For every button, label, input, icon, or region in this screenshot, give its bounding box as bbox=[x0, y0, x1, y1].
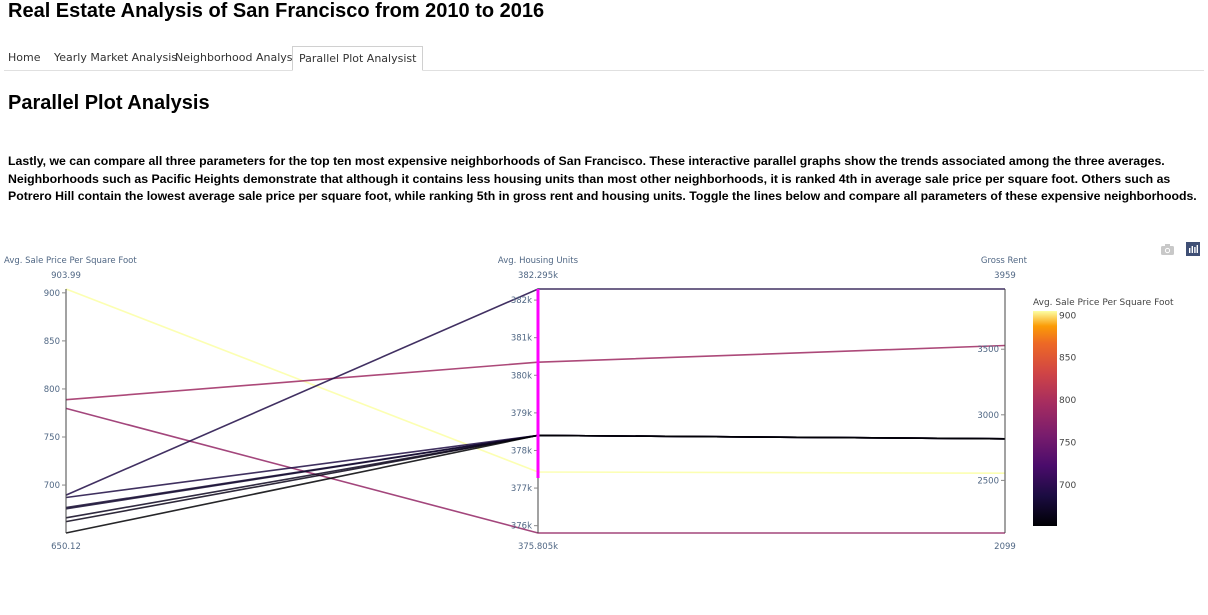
tab-neighborhood-analysis[interactable]: Neighborhood Analysis bbox=[175, 51, 302, 64]
axis-2[interactable]: Avg. Housing Units 382.295k 375.805k 376k 37… bbox=[498, 256, 579, 552]
tab-home[interactable]: Home bbox=[8, 51, 41, 64]
modebar-plotly-logo[interactable] bbox=[1186, 242, 1200, 261]
modebar-download-button[interactable] bbox=[1160, 242, 1176, 261]
parallel-axes: Avg. Sale Price Per Square Foot 903.99 650… bbox=[4, 256, 1028, 552]
axis-3[interactable]: Gross Rent 3959 2099 2500 3000 3500 bbox=[977, 256, 1027, 552]
description-paragraph: Lastly, we can compare all three paramet… bbox=[8, 154, 1197, 203]
axis-tick-label: 700 bbox=[44, 481, 60, 491]
axis-max-label: 903.99 bbox=[51, 271, 81, 281]
axis-tick-label: 378k bbox=[511, 446, 532, 456]
tab-parallel-plot-analysis[interactable]: Parallel Plot Analysist bbox=[292, 46, 424, 71]
axis-tick-label: 380k bbox=[511, 371, 532, 381]
neighborhood-line[interactable] bbox=[65, 288, 1005, 496]
app-title: Real Estate Analysis of San Francisco fr… bbox=[8, 0, 545, 22]
colorbar-tick-label: 850 bbox=[1059, 354, 1076, 364]
parallel-lines[interactable] bbox=[65, 288, 1006, 534]
colorbar-tick-label: 800 bbox=[1059, 396, 1076, 406]
axis-tick-label: 379k bbox=[511, 409, 532, 419]
axis-tick-label: 3000 bbox=[977, 411, 999, 421]
axis-title[interactable]: Avg. Sale Price Per Square Foot bbox=[4, 256, 137, 266]
camera-icon[interactable] bbox=[1160, 242, 1176, 256]
colorbar: Avg. Sale Price Per Square Foot 700 750 800… bbox=[1033, 298, 1174, 526]
axis-title[interactable]: Gross Rent bbox=[981, 256, 1028, 266]
axis-tick-label: 3500 bbox=[977, 345, 999, 355]
axis-min-label: 2099 bbox=[994, 542, 1016, 552]
axis-tick-label: 382k bbox=[511, 296, 532, 306]
axis-tick-label: 377k bbox=[511, 484, 532, 494]
colorbar-title: Avg. Sale Price Per Square Foot bbox=[1033, 298, 1174, 308]
page-title: Parallel Plot Analysis bbox=[8, 92, 210, 114]
axis-tick-label: 850 bbox=[44, 337, 60, 347]
axis-min-label: 375.805k bbox=[518, 542, 558, 552]
axis-tick-label: 750 bbox=[44, 433, 60, 443]
tab-bar: Home Yearly Market Analysis Neighborhood… bbox=[4, 46, 1204, 71]
axis-brush-selection[interactable] bbox=[536, 289, 540, 478]
axis-tick-label: 381k bbox=[511, 334, 532, 344]
axis-tick-label: 376k bbox=[511, 522, 532, 532]
axis-title[interactable]: Avg. Housing Units bbox=[498, 256, 579, 266]
axis-max-label: 382.295k bbox=[518, 271, 558, 281]
axis-1[interactable]: Avg. Sale Price Per Square Foot 903.99 650… bbox=[4, 256, 137, 552]
parallel-coordinates-chart[interactable]: Avg. Sale Price Per Square Foot 903.99 650… bbox=[0, 250, 1208, 560]
colorbar-gradient bbox=[1033, 311, 1057, 526]
plotly-logo-icon[interactable] bbox=[1186, 242, 1200, 256]
colorbar-tick-label: 750 bbox=[1059, 438, 1076, 448]
tab-yearly-market-analysis[interactable]: Yearly Market Analysis bbox=[54, 51, 177, 64]
axis-min-label: 650.12 bbox=[51, 542, 81, 552]
axis-tick-label: 2500 bbox=[977, 476, 999, 486]
axis-tick-label: 800 bbox=[44, 385, 60, 395]
colorbar-tick-label: 700 bbox=[1059, 481, 1076, 491]
colorbar-tick-label: 900 bbox=[1059, 311, 1076, 321]
neighborhood-line[interactable] bbox=[65, 344, 1006, 401]
neighborhood-line[interactable] bbox=[65, 434, 1006, 519]
axis-max-label: 3959 bbox=[994, 271, 1016, 281]
axis-tick-label: 900 bbox=[44, 289, 60, 299]
